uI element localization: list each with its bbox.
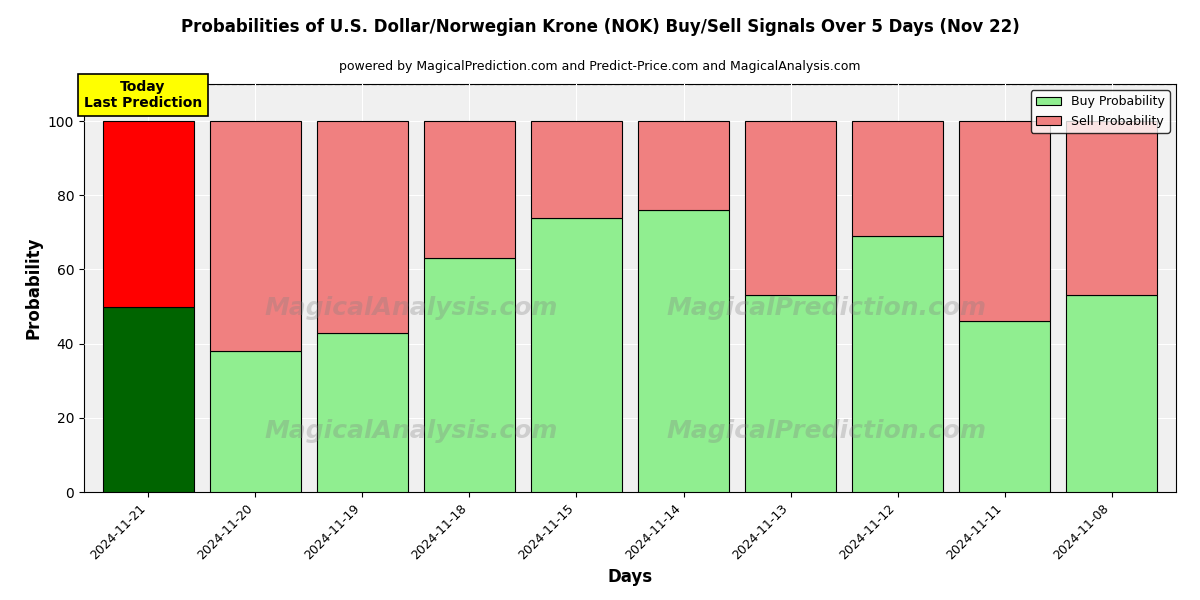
- X-axis label: Days: Days: [607, 568, 653, 586]
- Text: MagicalAnalysis.com: MagicalAnalysis.com: [265, 296, 558, 320]
- Bar: [959, 121, 1050, 322]
- Bar: [852, 236, 943, 492]
- Bar: [210, 351, 301, 492]
- Text: MagicalAnalysis.com: MagicalAnalysis.com: [265, 419, 558, 443]
- Text: powered by MagicalPrediction.com and Predict-Price.com and MagicalAnalysis.com: powered by MagicalPrediction.com and Pre…: [340, 60, 860, 73]
- Bar: [103, 121, 193, 307]
- Bar: [530, 218, 622, 492]
- Bar: [530, 121, 622, 218]
- Bar: [959, 322, 1050, 492]
- Y-axis label: Probability: Probability: [24, 237, 42, 339]
- Text: MagicalPrediction.com: MagicalPrediction.com: [666, 296, 986, 320]
- Bar: [638, 210, 730, 492]
- Bar: [103, 307, 193, 492]
- Bar: [317, 121, 408, 332]
- Bar: [638, 121, 730, 210]
- Text: MagicalPrediction.com: MagicalPrediction.com: [666, 419, 986, 443]
- Bar: [424, 121, 515, 259]
- Bar: [1067, 295, 1157, 492]
- Bar: [745, 295, 836, 492]
- Legend: Buy Probability, Sell Probability: Buy Probability, Sell Probability: [1031, 90, 1170, 133]
- Text: Probabilities of U.S. Dollar/Norwegian Krone (NOK) Buy/Sell Signals Over 5 Days : Probabilities of U.S. Dollar/Norwegian K…: [181, 18, 1019, 36]
- Bar: [424, 259, 515, 492]
- Bar: [1067, 121, 1157, 295]
- Bar: [852, 121, 943, 236]
- Bar: [317, 332, 408, 492]
- Bar: [210, 121, 301, 351]
- Bar: [745, 121, 836, 295]
- Text: Today
Last Prediction: Today Last Prediction: [84, 80, 202, 110]
